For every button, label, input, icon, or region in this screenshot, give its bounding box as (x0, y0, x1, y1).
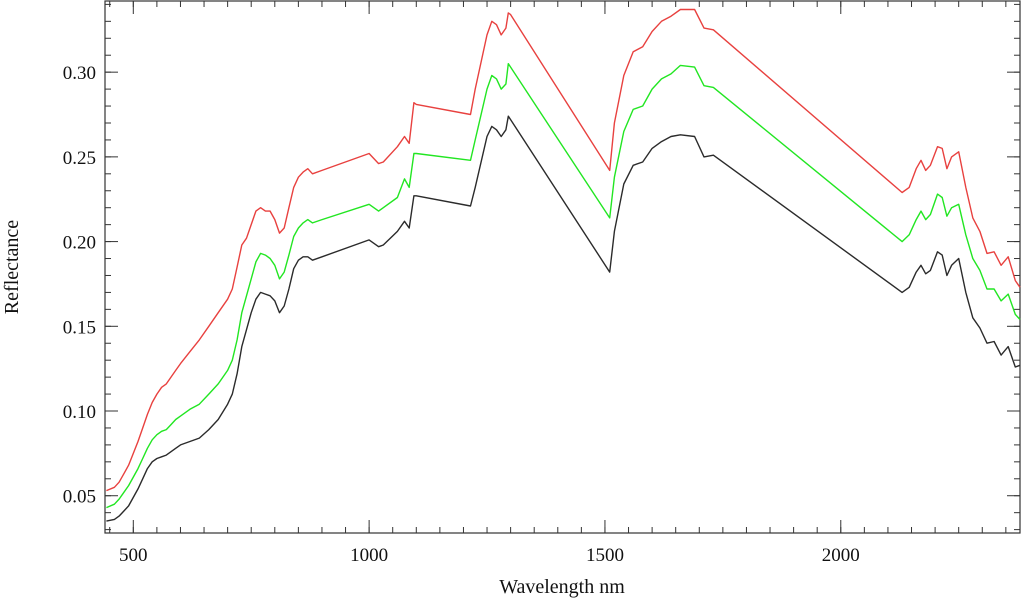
minor-ticks (105, 1, 1020, 533)
y-tick-label: 0.15 (63, 317, 96, 338)
series-line-3 (106, 115, 1021, 522)
y-axis-title: Reflectance (1, 220, 23, 314)
series-line-1 (106, 8, 1021, 492)
y-tick-label: 0.20 (63, 233, 96, 254)
major-ticks (105, 1, 1020, 533)
x-tick-label: 1500 (586, 545, 624, 566)
tick-labels: 500 1000 1500 2000 0.05 0.10 0.15 0.20 0.25 0.30 (63, 63, 860, 566)
x-axis-title: Wavelength nm (499, 576, 625, 598)
y-tick-label: 0.10 (63, 402, 96, 423)
x-tick-label: 2000 (822, 545, 860, 566)
y-tick-label: 0.25 (63, 148, 96, 169)
series-line-2 (106, 63, 1021, 509)
series-layer (106, 8, 1021, 522)
plot-frame (104, 0, 1021, 534)
x-tick-label: 1000 (350, 545, 388, 566)
x-tick-label: 500 (119, 545, 148, 566)
y-tick-label: 0.30 (63, 63, 96, 84)
y-tick-label: 0.05 (63, 487, 96, 508)
